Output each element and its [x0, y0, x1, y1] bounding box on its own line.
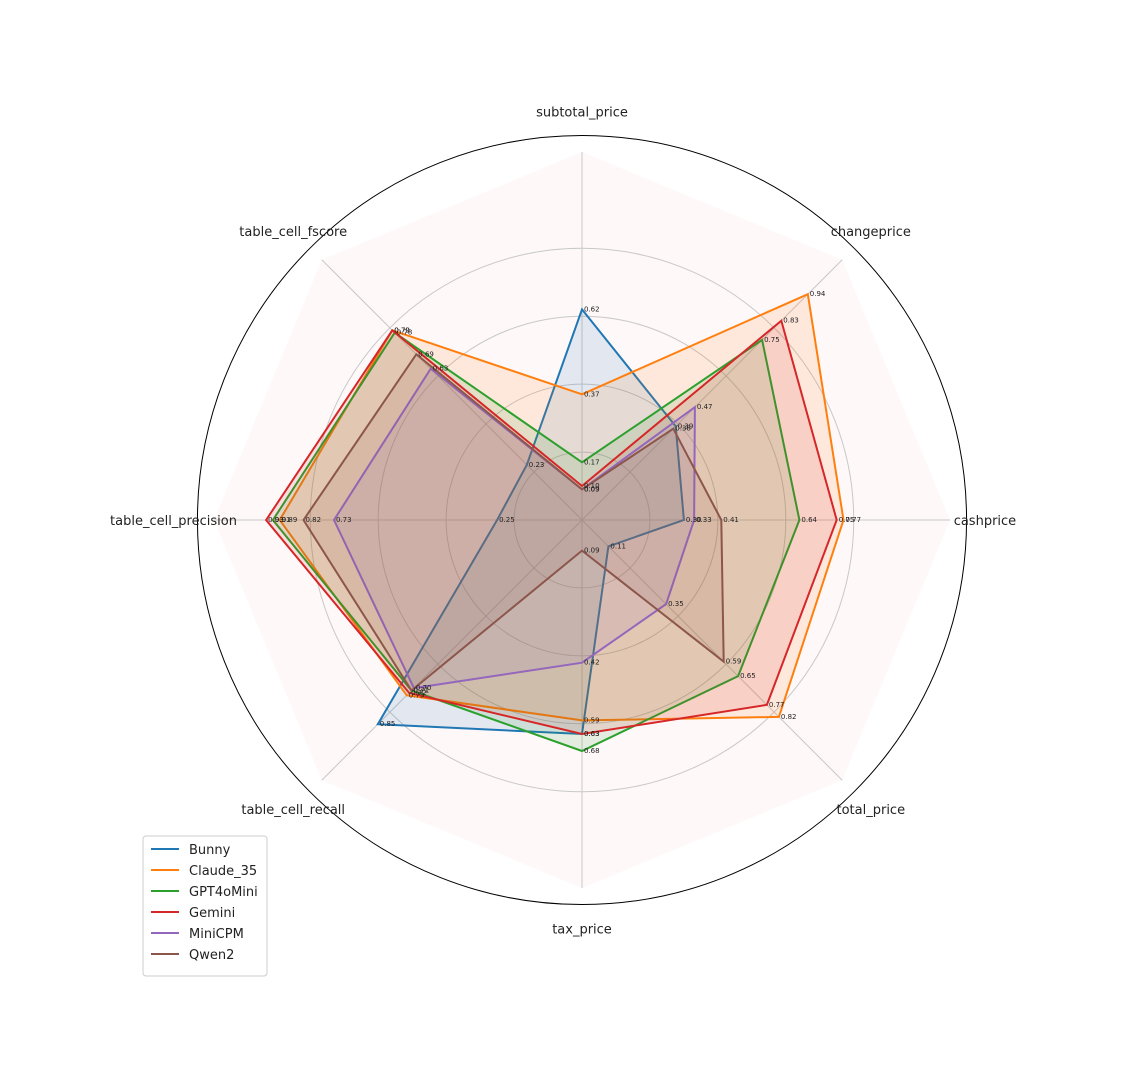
- axis-label-table_cell_precision: table_cell_precision: [110, 514, 237, 529]
- chart-legend: Bunny Claude_35 GPT4oMini Gemini MiniCPM Qwen…: [142, 835, 268, 977]
- chart-series: [264, 292, 845, 753]
- value-label-gpt4omini-1: 0.75: [764, 336, 780, 344]
- value-label-claude_35-5: 0.73: [409, 691, 425, 699]
- axis-label-tax_price: tax_price: [552, 923, 612, 938]
- value-label-minicpm-5: 0.70: [416, 684, 432, 692]
- value-label-gpt4omini-6: 0.68: [584, 747, 600, 755]
- value-label-gpt4omini-5: 0.71: [414, 687, 430, 695]
- series-claude_35-polygon: [278, 292, 845, 722]
- legend-label-qwen2: Qwen2: [189, 948, 234, 963]
- series-minicpm-polygon: [332, 367, 696, 690]
- value-label-qwen2-1: 0.38: [675, 425, 691, 433]
- axis-label-subtotal_price: subtotal_price: [536, 106, 628, 121]
- value-label-minicpm-6: 0.42: [584, 659, 600, 667]
- value-label-bunny-1: 0.39: [678, 422, 694, 430]
- axis-label-changeprice: changeprice: [831, 225, 911, 240]
- legend-label-gemini: Gemini: [189, 906, 235, 921]
- series-gpt4omini-polygon: [271, 331, 801, 753]
- value-label-gpt4omini-2: 0.17: [584, 458, 600, 466]
- outer-frame: [196, 134, 968, 906]
- value-label-minicpm-4: 0.73: [336, 516, 352, 524]
- axis-label-table_cell_fscore: table_cell_fscore: [239, 225, 347, 240]
- value-label-minicpm-1: 0.47: [697, 403, 713, 411]
- value-label-gemini-4: 0.93: [268, 516, 284, 524]
- value-label-minicpm-7: 0.35: [668, 600, 684, 608]
- value-label-gpt4omini-4: 0.91: [275, 516, 291, 524]
- value-label-qwen2-0: 0.41: [723, 516, 739, 524]
- value-label-bunny-5: 0.85: [380, 720, 396, 728]
- value-label-gemini-7: 0.77: [769, 701, 785, 709]
- value-label-minicpm-2: 0.09: [584, 485, 600, 493]
- grid-spoke: [321, 519, 583, 781]
- value-label-qwen2-5: 0.71: [414, 687, 430, 695]
- value-label-gemini-6: 0.63: [584, 730, 600, 738]
- grid-spoke: [581, 519, 843, 781]
- value-label-claude_35-3: 0.79: [394, 326, 410, 334]
- value-label-bunny-3: 0.23: [529, 461, 545, 469]
- legend-label-bunny: Bunny: [189, 843, 231, 858]
- value-label-minicpm-3: 0.63: [433, 365, 449, 373]
- value-label-bunny-4: 0.25: [499, 516, 515, 524]
- value-label-gemini-1: 0.83: [783, 317, 799, 325]
- value-label-gpt4omini-7: 0.65: [740, 672, 756, 680]
- value-label-claude_35-6: 0.59: [584, 716, 600, 724]
- value-label-gpt4omini-3: 0.78: [397, 329, 413, 337]
- value-label-bunny-0: 0.30: [686, 516, 702, 524]
- value-label-claude_35-0: 0.77: [846, 516, 862, 524]
- chart-value-labels: 0.30 0.39 0.62 0.23 0.25 0.85 0.63 0.11 0.77 0.94…: [268, 290, 861, 755]
- value-label-claude_35-7: 0.82: [781, 713, 797, 721]
- chart-axis-labels: cashprice changeprice subtotal_price table_…: [110, 106, 1016, 938]
- axis-label-table_cell_recall: table_cell_recall: [241, 803, 345, 818]
- value-label-gemini-5: 0.72: [411, 689, 427, 697]
- value-label-minicpm-0: 0.33: [696, 516, 712, 524]
- legend-label-minicpm: MiniCPM: [189, 927, 244, 942]
- series-qwen2-polygon: [302, 352, 725, 692]
- value-label-claude_35-1: 0.94: [810, 290, 826, 298]
- legend-label-gpt4omini: GPT4oMini: [189, 885, 258, 900]
- value-label-bunny-2: 0.62: [584, 305, 600, 313]
- value-label-claude_35-4: 0.89: [282, 516, 298, 524]
- value-label-bunny-7: 0.11: [610, 542, 626, 550]
- legend-label-claude_35: Claude_35: [189, 864, 257, 879]
- value-label-qwen2-4: 0.82: [306, 516, 322, 524]
- value-label-qwen2-3: 0.69: [418, 350, 434, 358]
- value-label-qwen2-6: 0.09: [584, 547, 600, 555]
- value-label-claude_35-2: 0.37: [584, 390, 600, 398]
- series-bunny-polygon: [376, 307, 685, 736]
- value-label-qwen2-7: 0.59: [726, 658, 742, 666]
- value-label-gemini-3: 0.79: [394, 326, 410, 334]
- axis-label-cashprice: cashprice: [954, 514, 1016, 529]
- chart-grid: [196, 134, 968, 906]
- value-label-gemini-0: 0.75: [839, 516, 855, 524]
- value-label-qwen2-2: 0.09: [584, 485, 600, 493]
- axis-label-total_price: total_price: [837, 803, 906, 818]
- grid-spoke: [321, 259, 583, 521]
- value-label-gpt4omini-0: 0.64: [801, 516, 817, 524]
- value-label-bunny-6: 0.63: [584, 730, 600, 738]
- value-label-gemini-2: 0.10: [584, 482, 600, 490]
- grid-spoke: [581, 259, 843, 521]
